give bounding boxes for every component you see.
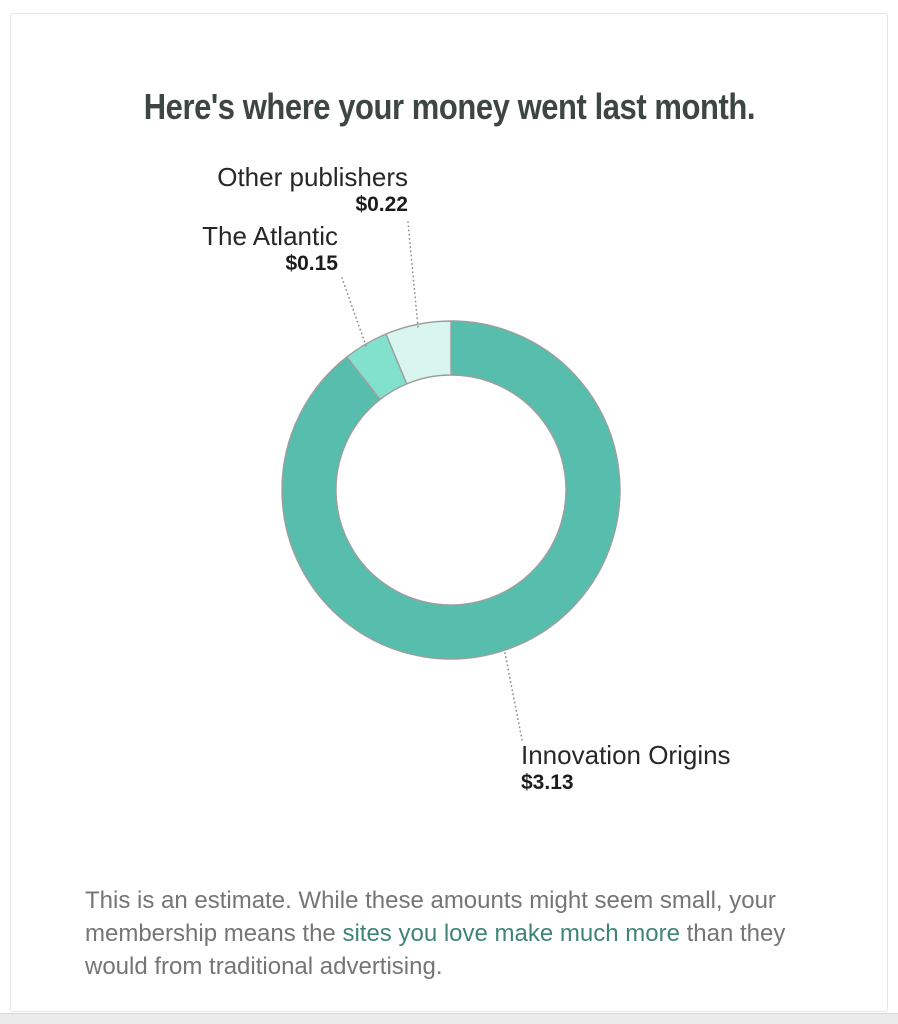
donut-slice-innovation-origins <box>281 320 621 660</box>
page-bottom-edge <box>0 1013 898 1024</box>
slice-value: $3.13 <box>521 771 574 794</box>
report-card <box>10 13 888 1012</box>
note-text-before: This is an estimate. While these amounts… <box>85 887 776 947</box>
chart-title: Here's where your money went last month. <box>0 86 898 128</box>
leader-line-the-atlantic <box>341 277 367 347</box>
callout-the-atlantic: The Atlantic $0.15 <box>202 221 338 276</box>
sites-you-love-link[interactable]: sites you love make much more <box>342 920 680 947</box>
slice-label: The Atlantic <box>202 221 338 251</box>
slice-value: $0.22 <box>355 193 408 216</box>
callout-other-publishers: Other publishers $0.22 <box>217 162 408 217</box>
slice-value: $0.15 <box>285 252 338 275</box>
estimate-note: This is an estimate. While these amounts… <box>85 884 830 983</box>
note-text-after: than they would from traditional adverti… <box>85 920 786 980</box>
slice-label: Innovation Origins <box>521 740 731 770</box>
donut-slice-other-publishers <box>385 320 452 385</box>
callout-innovation-origins: Innovation Origins $3.13 <box>521 740 731 795</box>
slice-label: Other publishers <box>217 162 408 192</box>
leader-line-innovation-origins <box>504 652 523 741</box>
chart-title-text: Here's where your money went last month. <box>143 86 755 128</box>
leader-line-other-publishers <box>407 221 419 328</box>
